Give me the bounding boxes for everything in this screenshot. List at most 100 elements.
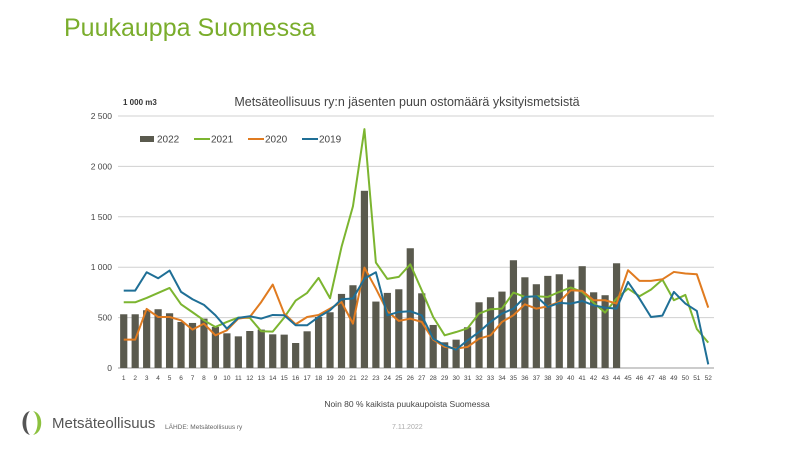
bar-2022-week-37	[532, 284, 540, 368]
x-tick-label: 37	[533, 375, 541, 382]
x-tick-label: 19	[326, 375, 334, 382]
bar-2022-week-10	[223, 333, 231, 368]
x-tick-label: 2	[133, 375, 137, 382]
x-tick-label: 42	[590, 375, 598, 382]
bar-2022-week-27	[418, 293, 426, 368]
y-tick-label: 500	[98, 313, 112, 323]
y-tick-label: 1 500	[91, 212, 113, 222]
legend-label-2021: 2021	[211, 135, 234, 146]
x-tick-label: 29	[441, 375, 449, 382]
bar-2022-week-7	[188, 322, 197, 368]
x-tick-label: 41	[579, 375, 587, 382]
legend-label-2020: 2020	[265, 135, 288, 146]
bar-2022-week-14	[269, 334, 277, 368]
x-tick-label: 40	[567, 375, 575, 382]
bar-2022-week-25	[395, 289, 403, 368]
x-tick-label: 36	[521, 375, 529, 382]
legend-swatch-2022	[140, 136, 154, 142]
x-tick-label: 21	[349, 375, 357, 382]
x-tick-label: 12	[246, 375, 254, 382]
x-tick-label: 14	[269, 375, 277, 382]
bar-2022-week-17	[303, 331, 311, 368]
x-tick-label: 43	[601, 375, 609, 382]
x-tick-label: 5	[168, 375, 172, 382]
x-tick-label: 39	[556, 375, 564, 382]
bar-2022-week-24	[383, 292, 391, 368]
x-tick-label: 48	[659, 375, 667, 382]
bar-2022-week-42	[590, 292, 598, 368]
logo: Metsäteollisuus	[18, 410, 155, 436]
bar-2022-week-8	[200, 318, 208, 368]
x-tick-label: 35	[510, 375, 518, 382]
bar-2022-week-28	[429, 324, 437, 368]
y-tick-label: 2 000	[91, 161, 113, 171]
x-tick-label: 45	[624, 375, 632, 382]
x-tick-label: 7	[191, 375, 195, 382]
bar-2022-week-1	[120, 314, 128, 368]
x-tick-label: 10	[223, 375, 231, 382]
x-tick-label: 30	[452, 375, 460, 382]
x-tick-label: 47	[647, 375, 655, 382]
x-tick-label: 44	[613, 375, 621, 382]
slide-title: Puukauppa Suomessa	[64, 14, 316, 42]
x-tick-label: 33	[487, 375, 495, 382]
x-tick-label: 20	[338, 375, 346, 382]
x-tick-label: 16	[292, 375, 300, 382]
bar-2022-week-44	[612, 263, 621, 368]
x-tick-label: 27	[418, 375, 426, 382]
bar-2022-week-30	[452, 339, 460, 368]
x-tick-label: 8	[202, 375, 206, 382]
x-tick-label: 17	[303, 375, 311, 382]
bar-2022-week-5	[165, 313, 174, 368]
bar-2022-week-15	[280, 334, 288, 368]
bar-2022-week-2	[131, 314, 139, 368]
x-tick-label: 4	[156, 375, 160, 382]
x-tick-label: 11	[235, 375, 242, 382]
x-tick-label: 31	[464, 375, 472, 382]
bar-2022-week-23	[372, 301, 380, 368]
x-tick-label: 51	[693, 375, 701, 382]
bar-2022-week-26	[406, 248, 414, 368]
x-tick-label: 28	[430, 375, 438, 382]
legend-label-2022: 2022	[157, 135, 180, 146]
x-tick-label: 52	[705, 375, 713, 382]
bar-2022-week-12	[246, 331, 254, 368]
logo-icon	[22, 411, 42, 435]
x-tick-label: 49	[670, 375, 678, 382]
bar-2022-week-18	[314, 316, 323, 368]
legend-label-2019: 2019	[319, 135, 342, 146]
bar-2022-week-3	[143, 310, 151, 368]
bar-2022-week-21	[349, 285, 357, 368]
bar-2022-week-43	[601, 295, 609, 368]
x-tick-label: 26	[407, 375, 415, 382]
chart-title: Metsäteollisuus ry:n jäsenten puun ostom…	[234, 95, 580, 109]
bar-2022-week-6	[177, 321, 185, 368]
bar-2022-week-32	[475, 302, 483, 368]
bar-2022-week-41	[578, 266, 586, 368]
x-tick-label: 22	[361, 375, 369, 382]
x-tick-label: 3	[145, 375, 149, 382]
bar-2022-week-40	[567, 279, 575, 368]
source-note: LÄHDE: Metsäteollisuus ry	[165, 424, 243, 431]
bar-2022-week-29	[441, 342, 449, 368]
y-axis-unit: 1 000 m3	[123, 98, 157, 107]
bar-2022-week-4	[154, 309, 162, 368]
x-tick-label: 6	[179, 375, 183, 382]
x-tick-label: 24	[384, 375, 392, 382]
logo-text: Metsäteollisuus	[52, 414, 156, 432]
bar-2022-week-38	[544, 275, 552, 368]
x-tick-label: 9	[214, 375, 218, 382]
bar-2022-week-11	[234, 336, 242, 368]
bar-2022-week-19	[326, 312, 334, 368]
x-tick-label: 23	[372, 375, 380, 382]
bar-2022-week-9	[211, 326, 220, 368]
x-tick-label: 46	[636, 375, 644, 382]
line-2020	[123, 266, 710, 350]
bar-2022-week-39	[555, 274, 563, 368]
x-tick-label: 34	[498, 375, 506, 382]
y-tick-label: 2 500	[91, 111, 113, 121]
x-tick-label: 15	[281, 375, 289, 382]
x-tick-label: 1	[122, 375, 126, 382]
x-tick-label: 32	[475, 375, 483, 382]
bar-2022-week-33	[486, 297, 495, 368]
